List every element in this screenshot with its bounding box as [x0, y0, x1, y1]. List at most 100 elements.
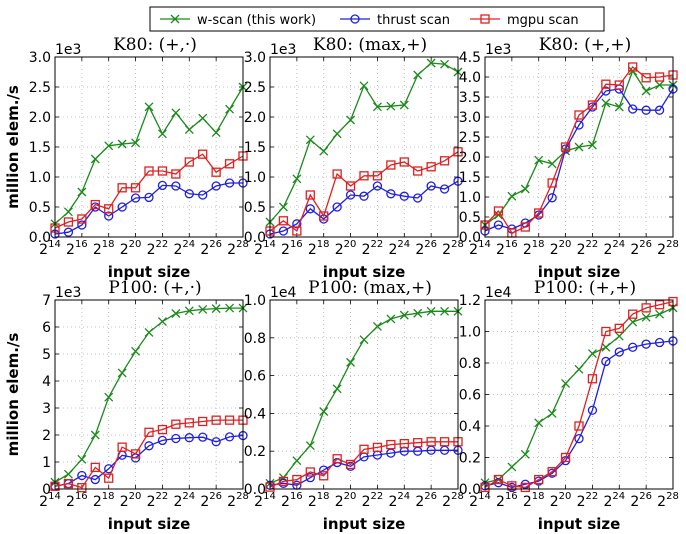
- data-point: [157, 180, 168, 191]
- y-tick-label: 0.4: [459, 419, 481, 435]
- plot-frame: [54, 299, 244, 490]
- data-point: [77, 482, 87, 493]
- data-point: [171, 108, 181, 118]
- series-line: [484, 307, 674, 484]
- data-point: [292, 226, 302, 236]
- x-tick-label: 228: [442, 491, 464, 510]
- data-point: [399, 310, 409, 320]
- x-tick-label: 214: [254, 239, 276, 258]
- legend-marker: [350, 14, 360, 24]
- legend-item: thrust scan: [340, 13, 450, 28]
- axis-offset-label: 1e4: [485, 285, 512, 301]
- data-point: [345, 181, 356, 191]
- data-point: [292, 219, 302, 229]
- data-point: [184, 157, 194, 167]
- data-point: [346, 115, 356, 125]
- data-point: [359, 171, 369, 181]
- data-point: [574, 433, 584, 444]
- series-line: [269, 151, 459, 233]
- x-tick-label: 216: [496, 239, 518, 258]
- x-tick-label: 224: [603, 239, 625, 258]
- y-tick-label: 0.0: [244, 230, 266, 246]
- data-point: [628, 317, 638, 327]
- data-point: [319, 211, 329, 221]
- data-point: [574, 421, 584, 431]
- data-point: [104, 392, 114, 402]
- data-point: [413, 193, 423, 203]
- data-point: [144, 166, 154, 176]
- data-point: [77, 470, 87, 481]
- series-line: [269, 441, 458, 488]
- data-point: [372, 171, 383, 181]
- data-point: [171, 419, 181, 429]
- y-tick-label: 1.0: [459, 190, 481, 206]
- series-line: [484, 88, 674, 232]
- x-tick-label: 226: [200, 491, 222, 510]
- panel-title: K80: (+,·): [113, 35, 197, 55]
- data-point: [372, 322, 382, 331]
- series-thrust-scan: [265, 176, 463, 239]
- data-point: [641, 86, 651, 96]
- data-point: [157, 435, 168, 446]
- data-point: [614, 80, 624, 90]
- data-point: [614, 347, 624, 357]
- y-tick-label: 3.0: [29, 50, 51, 66]
- data-point: [157, 424, 168, 435]
- x-tick-label: 222: [577, 239, 599, 258]
- x-tick-label: 224: [388, 491, 410, 510]
- data-point: [171, 169, 181, 179]
- chart-panel: 0.0 0.2 0.4 0.6 0.8 1.0 214 216 218 220 222 224 226 2…: [244, 278, 464, 533]
- x-tick-label: 222: [147, 491, 169, 510]
- data-point: [144, 327, 154, 337]
- data-point: [426, 181, 436, 191]
- x-tick-label: 218: [93, 491, 115, 510]
- x-tick-label: 220: [120, 239, 142, 258]
- data-point: [372, 442, 383, 453]
- x-tick-label: 218: [308, 239, 330, 258]
- data-point: [63, 227, 74, 237]
- data-point: [211, 304, 221, 314]
- legend: w-scan (this work) thrust scan mgpu scan: [149, 6, 605, 32]
- data-point: [534, 155, 544, 165]
- data-point: [211, 128, 221, 138]
- x-axis-label: input size: [538, 263, 621, 281]
- x-axis-label: input size: [108, 263, 191, 281]
- y-tick-label: 2.5: [29, 80, 51, 96]
- data-point: [332, 384, 342, 394]
- data-point: [386, 160, 396, 170]
- x-tick-label: 222: [362, 239, 384, 258]
- data-point: [144, 102, 154, 112]
- data-point: [493, 206, 504, 216]
- data-point: [305, 467, 315, 477]
- x-tick-label: 216: [281, 239, 303, 258]
- x-axis-label: input size: [538, 515, 621, 533]
- legend-marker: [480, 14, 490, 24]
- data-point: [224, 432, 235, 442]
- data-point: [211, 415, 221, 425]
- data-point: [587, 405, 598, 415]
- series-w-scan: [265, 58, 463, 227]
- data-point: [547, 159, 557, 169]
- data-point: [77, 214, 87, 224]
- data-point: [399, 157, 409, 167]
- data-point: [601, 79, 611, 89]
- data-point: [130, 183, 141, 193]
- data-point: [292, 456, 302, 466]
- data-point: [77, 220, 87, 230]
- data-point: [104, 141, 114, 151]
- x-tick-label: 222: [577, 491, 599, 510]
- data-point: [534, 474, 544, 485]
- plot-frame: [269, 56, 459, 238]
- series-w-scan: [50, 82, 248, 229]
- x-tick-label: 220: [120, 491, 142, 510]
- data-point: [184, 418, 194, 428]
- data-point: [171, 309, 181, 318]
- series-line: [269, 449, 458, 486]
- x-tick-label: 218: [523, 239, 545, 258]
- data-point: [117, 368, 127, 378]
- x-tick-label: 222: [362, 491, 384, 510]
- data-point: [117, 183, 127, 193]
- data-point: [372, 102, 382, 112]
- data-point: [547, 178, 557, 188]
- data-point: [628, 309, 638, 319]
